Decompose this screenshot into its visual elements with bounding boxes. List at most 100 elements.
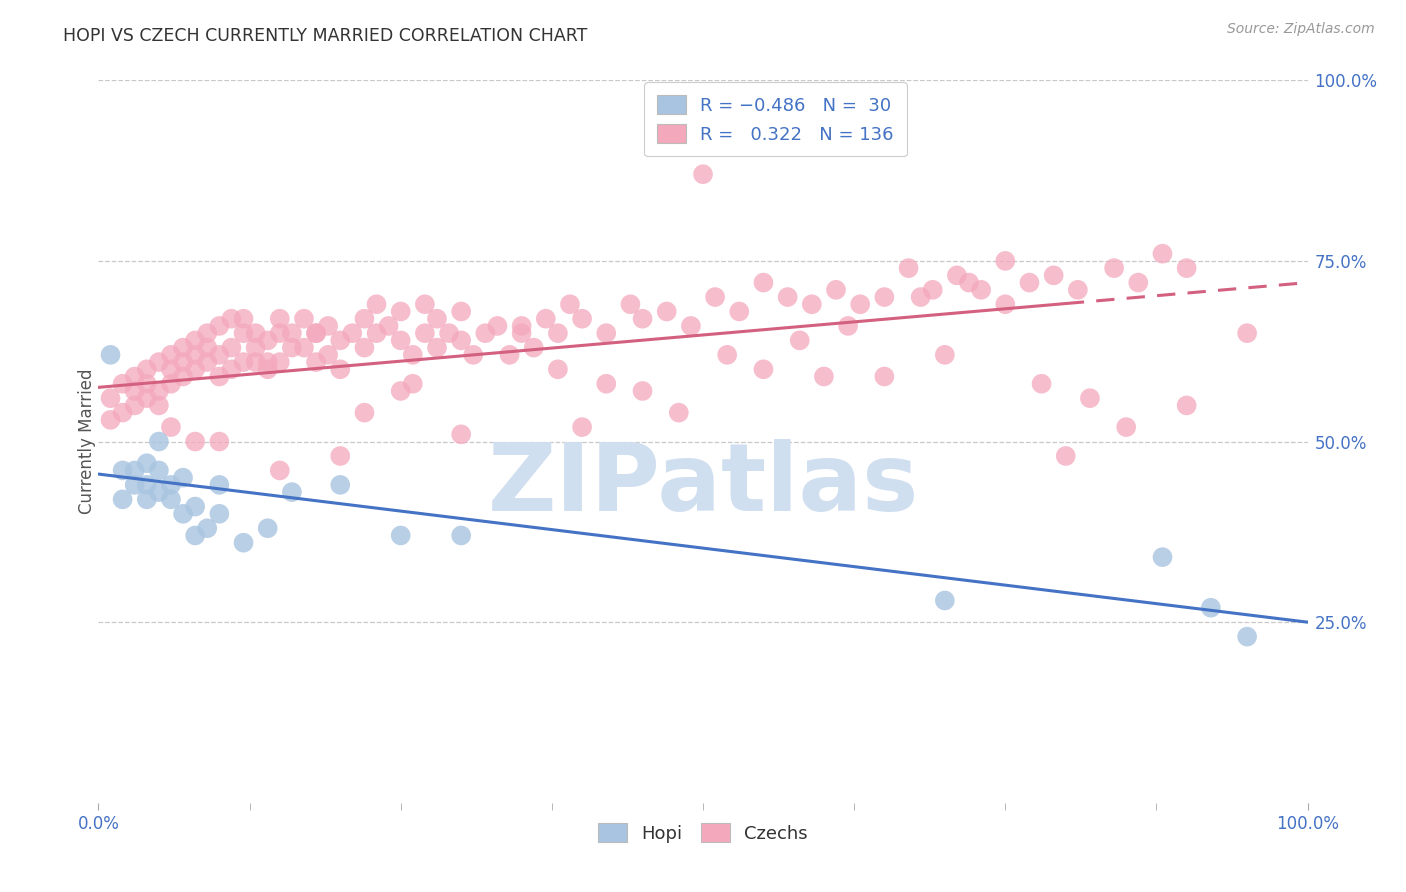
Point — [873, 290, 896, 304]
Point — [510, 326, 533, 340]
Point — [195, 355, 218, 369]
Point — [510, 318, 533, 333]
Point — [668, 406, 690, 420]
Point — [172, 355, 194, 369]
Point — [873, 369, 896, 384]
Point — [160, 362, 183, 376]
Point — [269, 355, 291, 369]
Point — [752, 362, 775, 376]
Point — [172, 470, 194, 484]
Point — [269, 326, 291, 340]
Point — [184, 434, 207, 449]
Point — [135, 376, 157, 391]
Point — [245, 326, 267, 340]
Point — [946, 268, 969, 283]
Point — [1115, 420, 1137, 434]
Point — [994, 297, 1017, 311]
Point — [813, 369, 835, 384]
Point — [595, 326, 617, 340]
Point — [353, 311, 375, 326]
Point — [184, 500, 207, 514]
Point — [655, 304, 678, 318]
Point — [195, 326, 218, 340]
Point — [353, 341, 375, 355]
Point — [100, 391, 122, 405]
Point — [269, 311, 291, 326]
Point — [111, 376, 134, 391]
Legend: Hopi, Czechs: Hopi, Czechs — [589, 814, 817, 852]
Point — [135, 362, 157, 376]
Point — [849, 297, 872, 311]
Point — [474, 326, 496, 340]
Point — [281, 341, 304, 355]
Point — [957, 276, 980, 290]
Point — [256, 355, 278, 369]
Point — [463, 348, 485, 362]
Point — [329, 449, 352, 463]
Text: Source: ZipAtlas.com: Source: ZipAtlas.com — [1227, 22, 1375, 37]
Point — [316, 318, 339, 333]
Point — [160, 492, 183, 507]
Point — [148, 355, 170, 369]
Point — [934, 593, 956, 607]
Point — [450, 334, 472, 348]
Point — [256, 362, 278, 376]
Point — [631, 311, 654, 326]
Point — [160, 420, 183, 434]
Point — [184, 334, 207, 348]
Point — [1236, 630, 1258, 644]
Point — [135, 391, 157, 405]
Point — [631, 384, 654, 398]
Point — [776, 290, 799, 304]
Point — [970, 283, 993, 297]
Point — [389, 528, 412, 542]
Point — [184, 348, 207, 362]
Point — [245, 341, 267, 355]
Point — [402, 376, 425, 391]
Point — [800, 297, 823, 311]
Point — [256, 521, 278, 535]
Point — [994, 253, 1017, 268]
Point — [1128, 276, 1150, 290]
Point — [305, 326, 328, 340]
Point — [389, 304, 412, 318]
Point — [111, 492, 134, 507]
Point — [619, 297, 641, 311]
Point — [837, 318, 859, 333]
Point — [208, 434, 231, 449]
Point — [1152, 246, 1174, 260]
Point — [825, 283, 848, 297]
Point — [148, 485, 170, 500]
Point — [184, 528, 207, 542]
Point — [910, 290, 932, 304]
Point — [256, 334, 278, 348]
Point — [281, 326, 304, 340]
Point — [316, 348, 339, 362]
Point — [342, 326, 364, 340]
Text: HOPI VS CZECH CURRENTLY MARRIED CORRELATION CHART: HOPI VS CZECH CURRENTLY MARRIED CORRELAT… — [63, 27, 588, 45]
Point — [716, 348, 738, 362]
Point — [1102, 261, 1125, 276]
Point — [1067, 283, 1090, 297]
Point — [413, 326, 436, 340]
Point — [934, 348, 956, 362]
Point — [789, 334, 811, 348]
Point — [135, 478, 157, 492]
Point — [305, 326, 328, 340]
Point — [100, 413, 122, 427]
Point — [498, 348, 520, 362]
Point — [232, 311, 254, 326]
Point — [1018, 276, 1040, 290]
Point — [135, 456, 157, 470]
Point — [426, 311, 449, 326]
Point — [1042, 268, 1064, 283]
Point — [486, 318, 509, 333]
Point — [1199, 600, 1222, 615]
Point — [269, 463, 291, 477]
Point — [547, 326, 569, 340]
Point — [921, 283, 943, 297]
Point — [1054, 449, 1077, 463]
Point — [558, 297, 581, 311]
Point — [195, 521, 218, 535]
Point — [221, 311, 243, 326]
